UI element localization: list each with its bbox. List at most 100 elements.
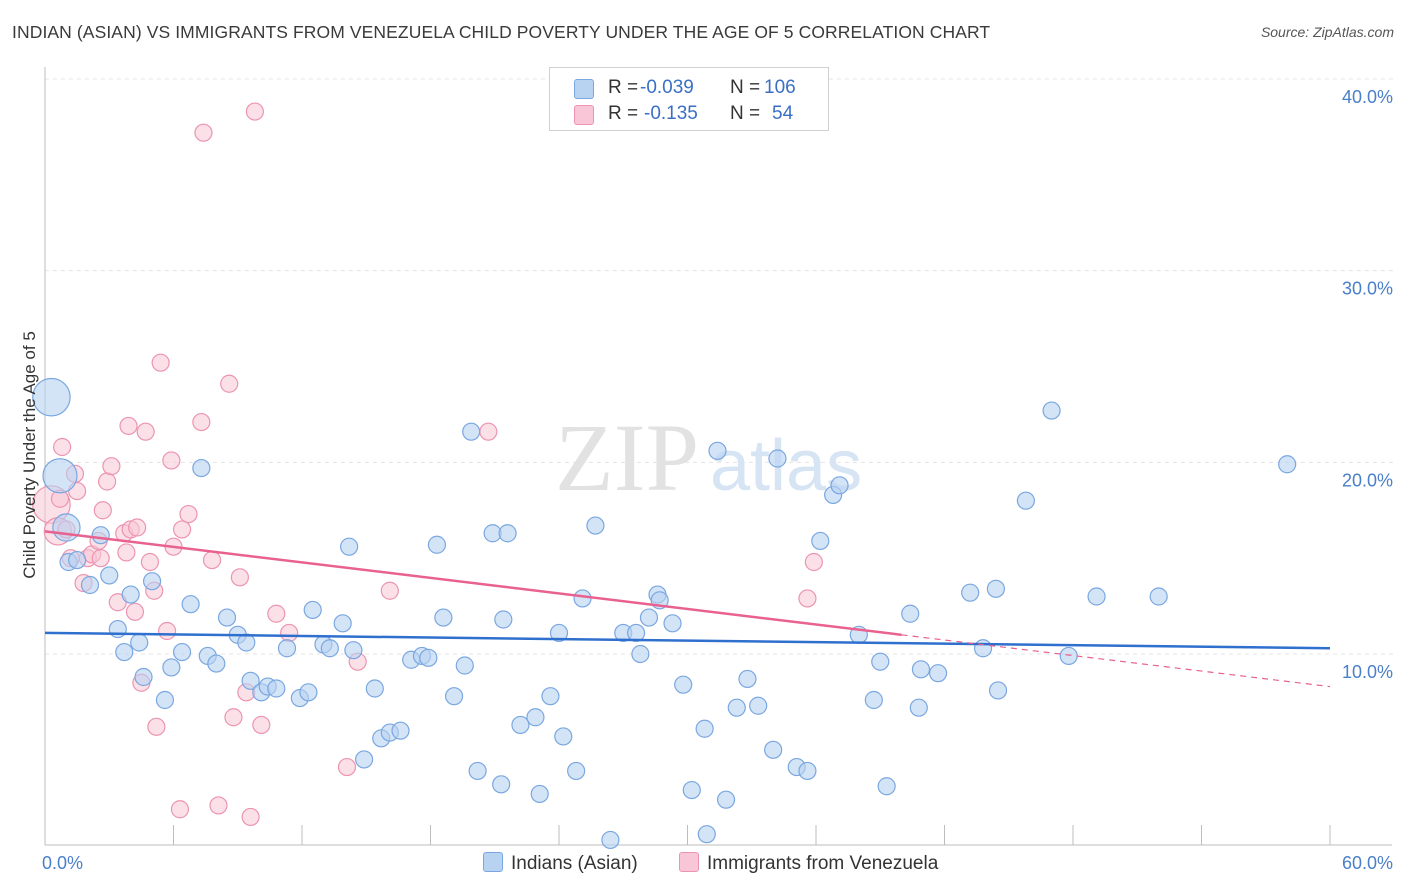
venezuela-point bbox=[380, 581, 399, 600]
venezuela-point bbox=[102, 457, 121, 476]
venezuela-point bbox=[245, 102, 264, 121]
venezuela-point bbox=[224, 708, 243, 727]
r-label: R = bbox=[608, 103, 639, 124]
indian-point bbox=[340, 537, 359, 556]
venezuela-point bbox=[127, 518, 147, 537]
venezuela-point bbox=[119, 416, 138, 436]
indian-point bbox=[52, 513, 81, 542]
indian-point bbox=[333, 614, 352, 633]
indian-point bbox=[468, 761, 487, 781]
indian-point bbox=[462, 422, 481, 441]
venezuela-point bbox=[267, 604, 286, 623]
indian-point bbox=[419, 648, 438, 667]
indian-point bbox=[901, 604, 920, 623]
venezuela-point bbox=[220, 374, 239, 393]
grid-lines bbox=[45, 78, 1395, 655]
venezuela-point bbox=[179, 504, 198, 524]
indian-point bbox=[871, 652, 890, 671]
indian-point bbox=[554, 727, 573, 746]
venezuela-point bbox=[804, 552, 823, 572]
indian-point bbox=[511, 715, 530, 735]
indian-point bbox=[631, 644, 650, 664]
indian-point bbox=[42, 458, 78, 494]
venezuela-point bbox=[798, 589, 817, 608]
indian-point bbox=[1042, 401, 1061, 420]
venezuela-point bbox=[202, 550, 222, 570]
indian-point bbox=[155, 690, 175, 710]
indian-point bbox=[68, 550, 87, 570]
indian-point bbox=[1278, 455, 1297, 474]
venezuela-point bbox=[157, 621, 177, 641]
indian-point bbox=[217, 608, 237, 627]
indian-point bbox=[1087, 587, 1106, 606]
indian-point bbox=[1059, 646, 1078, 666]
y-axis-label: Child Poverty Under the Age of 5 bbox=[20, 331, 39, 579]
venezuela-point bbox=[280, 623, 299, 643]
legend-item-venezuela: Immigrants from Venezuela bbox=[679, 852, 938, 875]
x-tick-label: 60.0% bbox=[1342, 853, 1393, 873]
indian-point bbox=[207, 654, 226, 673]
indian-point bbox=[973, 639, 993, 658]
indian-point bbox=[498, 524, 517, 543]
indian-point bbox=[586, 516, 605, 535]
indian-point bbox=[530, 784, 549, 804]
chart-title: INDIAN (ASIAN) VS IMMIGRANTS FROM VENEZU… bbox=[12, 22, 991, 42]
venezuela-point bbox=[151, 353, 170, 372]
indian-point bbox=[355, 750, 374, 769]
venezuela-trend-line bbox=[44, 530, 902, 637]
venezuela-point bbox=[172, 520, 192, 539]
venezuela-point bbox=[170, 800, 190, 819]
indian-point bbox=[877, 777, 896, 796]
indian-point bbox=[573, 589, 592, 608]
venezuela-point bbox=[98, 472, 117, 491]
y-tick-label: 30.0% bbox=[1342, 279, 1393, 299]
blue-swatch-icon bbox=[483, 852, 503, 872]
indian-point bbox=[344, 641, 363, 660]
indian-point bbox=[764, 740, 783, 759]
venezuela-point bbox=[147, 717, 166, 736]
n-value: 106 bbox=[764, 77, 796, 98]
indian-point bbox=[365, 679, 384, 698]
indian-point bbox=[986, 579, 1006, 598]
indian-point bbox=[241, 671, 260, 690]
venezuela-point bbox=[91, 549, 110, 568]
indian-point bbox=[738, 669, 757, 689]
indian-point bbox=[682, 780, 701, 800]
indian-point bbox=[427, 535, 447, 554]
indian-point bbox=[142, 572, 162, 591]
legend-item-indians: Indians (Asian) bbox=[483, 852, 638, 875]
indian-point bbox=[697, 825, 716, 844]
blue-swatch-icon bbox=[574, 79, 594, 99]
indian-point bbox=[798, 761, 817, 781]
venezuela-point bbox=[93, 501, 112, 520]
legend-label-indians: Indians (Asian) bbox=[511, 853, 638, 874]
indian-point bbox=[864, 690, 883, 710]
n-value: 54 bbox=[772, 103, 794, 124]
indian-point bbox=[267, 679, 286, 698]
venezuela-point bbox=[125, 602, 145, 621]
indian-point bbox=[909, 698, 928, 717]
venezuela-point bbox=[230, 568, 249, 587]
indian-point bbox=[91, 526, 110, 545]
correlation-legend: R = -0.039 N = 106 R = -0.135 N = 54 bbox=[549, 67, 829, 131]
venezuela-point bbox=[117, 543, 136, 562]
indian-point bbox=[988, 681, 1008, 700]
indian-point bbox=[172, 642, 192, 662]
indian-point bbox=[768, 449, 787, 468]
venezuela-point bbox=[53, 437, 72, 457]
indian-point bbox=[494, 610, 513, 629]
indian-point bbox=[928, 664, 948, 683]
indian-point bbox=[134, 667, 153, 687]
x-tick-label: 0.0% bbox=[42, 853, 83, 873]
indian-point bbox=[830, 476, 849, 495]
venezuela-point bbox=[337, 757, 357, 777]
indian-point bbox=[1016, 491, 1035, 510]
watermark-zip: ZIP bbox=[555, 404, 699, 511]
pink-swatch-icon bbox=[574, 105, 594, 125]
indian-point bbox=[911, 660, 931, 679]
indian-point bbox=[663, 614, 682, 633]
venezuela-point bbox=[252, 715, 271, 735]
source-credit: Source: ZipAtlas.com bbox=[1260, 24, 1394, 40]
y-tick-label: 20.0% bbox=[1342, 470, 1393, 490]
